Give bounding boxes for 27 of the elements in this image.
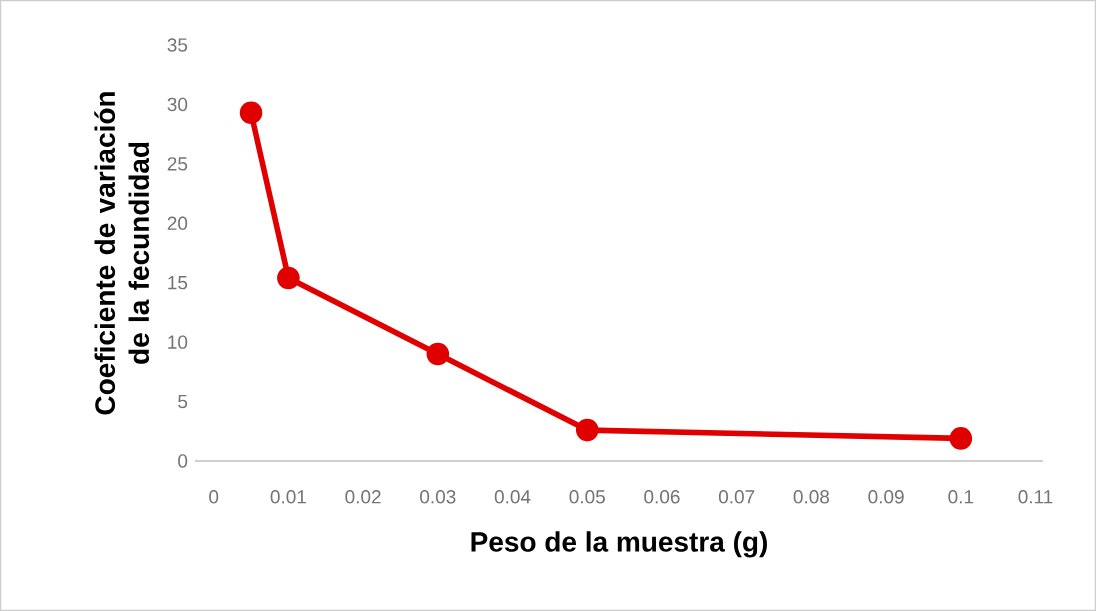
point — [239, 101, 263, 125]
x-tick-label: 0.09 — [868, 490, 904, 504]
x-tick-label: 0 — [209, 490, 219, 504]
x-tick-label: 0.01 — [270, 490, 306, 504]
point — [426, 342, 450, 366]
x-tick-label: 0.07 — [718, 490, 755, 504]
y-tick-label: 30 — [167, 97, 188, 112]
y-tick-label: 10 — [168, 335, 188, 349]
y-tick-label: 35 — [167, 38, 188, 52]
x-tick-label: 0.03 — [420, 490, 456, 504]
x-tick-label: 0.06 — [644, 490, 680, 504]
x-tick-label: 0.08 — [793, 490, 830, 504]
point — [277, 266, 300, 290]
y-tick-label: 20 — [167, 216, 188, 231]
y-tick-label: 25 — [167, 157, 188, 171]
y-axis-title: Coeficiente de variación de la fecundidad — [94, 92, 150, 415]
x-tick-label: 0.04 — [494, 490, 531, 504]
y-tick-label: 15 — [168, 276, 188, 290]
point — [949, 427, 973, 450]
x-tick-label: 0.1 — [948, 490, 974, 504]
point — [575, 418, 599, 442]
y-tick-label: 5 — [178, 394, 188, 409]
x-tick-label: 0.11 — [1018, 490, 1053, 504]
x-axis-title: Peso de la muestra (g) — [471, 531, 767, 558]
x-tick-label: 0.05 — [569, 490, 605, 504]
x-tick-label: 0.02 — [345, 490, 381, 504]
y-tick-label: 0 — [178, 454, 188, 468]
